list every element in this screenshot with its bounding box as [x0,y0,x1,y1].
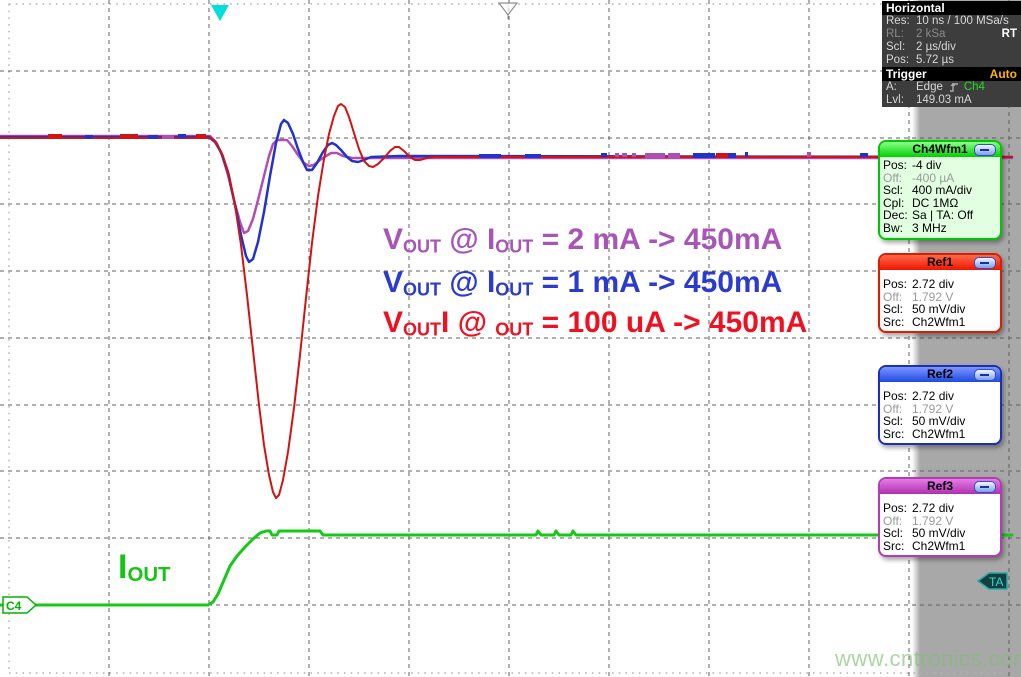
trigger-a-row: A: Edge Ch4 [886,81,985,93]
trigger-mode-badge: Auto [989,67,1017,81]
minimize-button[interactable] [974,369,996,381]
ref2-panel-title: Ref2 [926,367,953,381]
annotation-vout-100ua: VOUTI @ OUT = 100 uA -> 450mA [383,306,808,340]
ref1-panel[interactable]: Ref1 Pos: 2.72 div Off: 1.792 V Scl: 50 mV/… [878,253,1002,334]
ref1-panel-header[interactable]: Ref1 [880,255,1000,270]
ref2-panel-header[interactable]: Ref2 [880,367,1000,382]
horizontal-panel-header[interactable]: Horizontal [882,1,1021,15]
ref3-panel[interactable]: Ref3 Pos: 2.72 div Off: 1.792 V Scl: 50 mV/… [878,477,1002,558]
trigger-panel-title: Trigger [886,67,927,81]
ref2-panel[interactable]: Ref2 Pos: 2.72 div Off: 1.792 V Scl: 50 mV/… [878,365,1002,446]
trigger-position-marker[interactable] [211,5,229,21]
horizontal-position-row: Pos: 5.72 µs [886,54,954,66]
iout-trace-label: IOUT [118,548,171,587]
trigger-source-label: Ch4 [963,81,985,93]
horizontal-panel-title: Horizontal [886,1,945,15]
horizontal-scale-row: Scl: 2 µs/div [886,41,956,53]
horizontal-res-row: Res: 10 ns / 100 MSa/s [886,15,1009,27]
annotation-vout-2ma: VOUT @ IOUT = 2 mA -> 450mA [383,223,783,257]
minimize-button[interactable] [974,257,996,269]
trigger-level-label: TA [989,575,1003,589]
minimize-button[interactable] [974,481,996,493]
horizontal-trigger-panel: Horizontal Res: 10 ns / 100 MSa/s RL: 2 … [882,1,1021,107]
trigger-level-marker[interactable]: TA [976,572,1008,590]
ch4wfm1-panel-title: Ch4Wfm1 [912,142,968,156]
trigger-panel-header[interactable]: Trigger Auto [882,67,1021,81]
horizontal-reference-marker[interactable] [497,2,519,19]
watermark: www.cntronics.com [835,646,1021,671]
iout-ch4-current-step [0,529,1014,607]
annotation-vout-1ma: VOUT @ IOUT = 1 mA -> 450mA [383,266,783,300]
rising-edge-icon [949,82,958,92]
channel4-ground-label: C4 [6,599,22,613]
channel4-ground-marker[interactable]: C4 [2,596,38,614]
ref3-panel-header[interactable]: Ref3 [880,479,1000,494]
ch4wfm1-panel-header[interactable]: Ch4Wfm1 [880,142,1000,157]
trigger-level-row: Lvl: 149.03 mA [886,94,972,106]
horizontal-rl-row: RL: 2 kSa RT [886,28,1017,40]
ch4wfm1-panel[interactable]: Ch4Wfm1 Pos: -4 div Off: -400 µA Scl: 400 m… [878,140,1002,240]
ref3-panel-title: Ref3 [926,479,953,493]
vout-ref1-100uA-step [0,103,1013,499]
minimize-button[interactable] [974,144,996,156]
ref1-panel-title: Ref1 [926,255,953,269]
realtime-badge: RT [1001,28,1017,40]
